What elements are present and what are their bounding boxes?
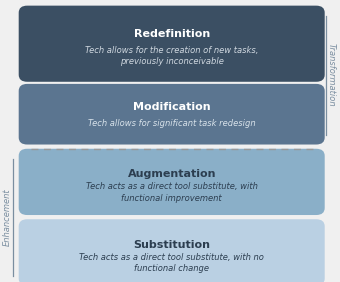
Text: Augmentation: Augmentation (128, 169, 216, 179)
Text: Tech allows for the creation of new tasks,
previously inconceivable: Tech allows for the creation of new task… (85, 46, 258, 66)
FancyBboxPatch shape (19, 6, 325, 82)
Text: Transformation: Transformation (327, 43, 336, 107)
Text: Tech allows for significant task redesign: Tech allows for significant task redesig… (88, 119, 256, 128)
Text: Tech acts as a direct tool substitute, with no
functional change: Tech acts as a direct tool substitute, w… (79, 253, 264, 273)
FancyBboxPatch shape (19, 149, 325, 215)
Text: Tech acts as a direct tool substitute, with
functional improvement: Tech acts as a direct tool substitute, w… (86, 182, 258, 202)
Text: Substitution: Substitution (133, 240, 210, 250)
Text: Redefinition: Redefinition (134, 29, 210, 39)
FancyBboxPatch shape (19, 84, 325, 144)
FancyBboxPatch shape (19, 219, 325, 282)
Text: Enhancement: Enhancement (3, 188, 12, 246)
Text: Modification: Modification (133, 102, 210, 112)
